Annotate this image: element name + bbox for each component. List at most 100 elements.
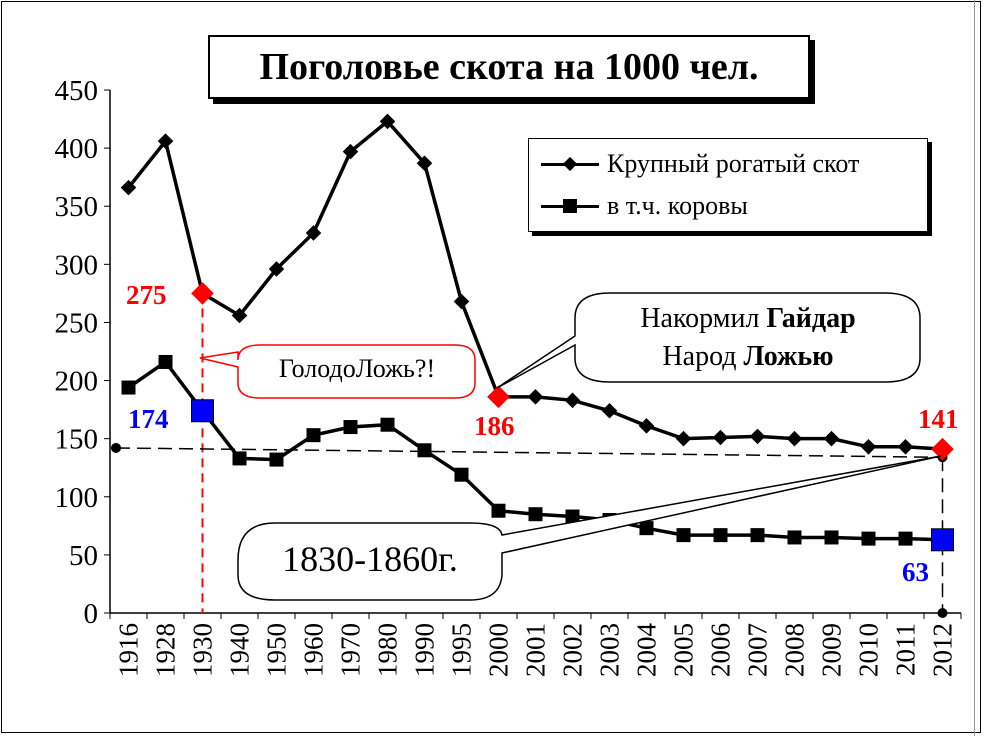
data-point-cows [158,354,173,369]
x-tick-label: 2012 [928,623,958,677]
label-1930-cattle: 275 [126,280,167,310]
data-point-cattle [786,430,803,447]
x-tick-label: 1916 [114,623,144,677]
x-tick-label: 2003 [595,623,625,677]
callout-famine: ГолодоЛожь?! [278,354,436,383]
y-tick-label: 350 [55,191,99,223]
x-tick-label: 1930 [188,623,218,677]
data-point-cattle [601,402,618,419]
x-tick-label: 2008 [780,623,810,677]
data-point-cows [639,521,654,536]
callout-famine-bubble [199,344,476,399]
data-point-cattle [675,430,692,447]
x-tick-label: 2006 [706,623,736,677]
callout-gaidar-text1: Накормил [640,303,767,334]
callout-era: 1830-1860г. [282,539,458,579]
data-point-cows [454,467,469,482]
y-tick-label: 100 [55,482,99,514]
y-tick-label: 0 [84,598,99,630]
x-tick-label: 2000 [484,623,514,677]
data-point-cows [343,420,358,435]
x-tick-label: 2009 [817,623,847,677]
data-point-cattle [157,133,174,149]
data-point-cows [898,531,913,546]
y-tick-label: 400 [55,133,99,165]
x-tick-label: 1995 [447,623,477,677]
data-point-cows [787,530,802,545]
data-point-cattle [416,155,433,171]
highlight-marker [931,528,954,552]
x-tick-label: 1960 [299,623,329,677]
data-point-cattle [860,439,877,455]
label-2012-cattle: 141 [918,404,959,434]
x-tick-label: 2002 [558,623,588,677]
data-point-cows [750,528,765,543]
x-tick-label: 2004 [632,623,662,678]
y-tick-label: 450 [55,75,99,107]
legend-label-cows: в т.ч. коровы [607,191,748,220]
callout-gaidar-bold1: Гайдар [766,303,856,334]
data-point-cows [232,451,247,466]
x-tick-label: 2010 [854,623,884,677]
highlight-marker [191,282,214,305]
y-tick-label: 250 [55,307,99,339]
label-2012-cows: 63 [902,557,929,587]
x-tick-label: 2005 [669,623,699,677]
callout-gaidar-bold2: Ложью [743,341,834,372]
data-point-cows [491,503,506,518]
reference-point [937,608,948,618]
data-point-cattle [120,179,137,196]
y-tick-label: 50 [69,540,98,572]
data-point-cows [565,509,580,524]
y-tick-label: 200 [55,366,99,398]
data-point-cows [676,528,691,543]
x-tick-label: 1950 [262,623,292,677]
x-tick-label: 1980 [373,623,403,677]
x-tick-label: 1940 [225,623,255,677]
data-point-cows [713,528,728,543]
legend: Крупный рогатый скот в т.ч. коровы [528,138,928,232]
data-point-cattle [638,418,655,434]
legend-item-cattle: Крупный рогатый скот [541,149,859,179]
x-tick-label: 1990 [410,623,440,677]
x-tick-label: 2001 [521,623,551,677]
x-tick-label: 2011 [891,623,921,676]
data-point-cattle [231,307,248,324]
sheet-gridline [974,0,975,736]
callout-gaidar: Накормил Гайдар Народ Ложью [578,300,918,376]
data-point-cows [306,428,321,443]
highlight-marker [191,399,214,423]
legend-item-cows: в т.ч. коровы [541,191,748,221]
highlight-marker [931,437,954,461]
data-point-cows [824,530,839,545]
reference-line-dashed [115,447,943,459]
legend-label-cattle: Крупный рогатый скот [607,149,860,178]
chart-title: Поголовье скота на 1000 чел. [208,35,810,99]
callout-era-bubble [237,455,942,601]
label-2000-cattle: 186 [474,411,515,441]
x-tick-label: 2007 [743,623,773,677]
data-point-cows [121,380,136,395]
data-point-cattle [342,143,359,160]
callout-gaidar-bubble [496,292,921,389]
highlight-marker [487,385,510,409]
data-point-cattle [823,430,840,447]
x-tick-label: 1970 [336,623,366,677]
data-point-cattle [453,293,470,310]
data-point-cattle [712,429,729,446]
data-point-cattle [527,389,544,405]
data-point-cattle [897,439,914,455]
data-point-cows [417,443,432,458]
y-tick-label: 150 [55,424,99,456]
reference-point [111,442,121,453]
data-point-cattle [564,392,581,409]
legend-diamond-marker-icon [541,154,599,174]
legend-square-marker-icon [541,196,599,216]
data-point-cattle [749,428,766,445]
data-point-cows [861,531,876,546]
y-tick-label: 300 [55,249,99,281]
x-tick-label: 1928 [151,623,181,677]
data-point-cattle [305,225,322,241]
